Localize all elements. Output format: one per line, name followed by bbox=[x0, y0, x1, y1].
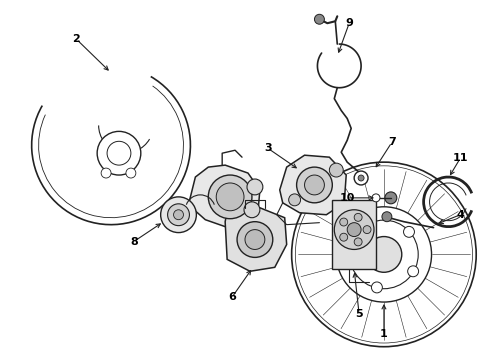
Circle shape bbox=[244, 202, 260, 218]
Polygon shape bbox=[225, 208, 287, 271]
Polygon shape bbox=[189, 165, 260, 227]
Circle shape bbox=[358, 175, 364, 181]
Circle shape bbox=[305, 175, 324, 195]
Circle shape bbox=[385, 192, 397, 204]
Circle shape bbox=[350, 220, 418, 289]
FancyBboxPatch shape bbox=[332, 200, 376, 269]
Circle shape bbox=[315, 14, 324, 24]
Circle shape bbox=[101, 168, 111, 178]
Circle shape bbox=[245, 230, 265, 249]
Text: 1: 1 bbox=[380, 329, 388, 339]
Text: 10: 10 bbox=[340, 193, 355, 203]
Circle shape bbox=[408, 266, 418, 277]
Circle shape bbox=[354, 238, 362, 246]
Circle shape bbox=[289, 194, 300, 206]
Circle shape bbox=[334, 210, 374, 249]
Circle shape bbox=[347, 223, 361, 237]
Circle shape bbox=[371, 282, 382, 293]
Circle shape bbox=[340, 233, 348, 241]
Text: 8: 8 bbox=[130, 237, 138, 247]
Circle shape bbox=[161, 197, 196, 233]
Circle shape bbox=[345, 252, 356, 264]
Circle shape bbox=[404, 226, 415, 237]
Circle shape bbox=[168, 204, 190, 226]
Circle shape bbox=[365, 218, 376, 229]
Circle shape bbox=[247, 179, 263, 195]
Circle shape bbox=[354, 171, 368, 185]
Text: 2: 2 bbox=[73, 34, 80, 44]
Circle shape bbox=[382, 212, 392, 222]
Circle shape bbox=[97, 131, 141, 175]
Text: 3: 3 bbox=[264, 143, 271, 153]
Circle shape bbox=[216, 183, 244, 211]
Circle shape bbox=[126, 168, 136, 178]
Text: 6: 6 bbox=[228, 292, 236, 302]
Text: 11: 11 bbox=[453, 153, 468, 163]
Text: 5: 5 bbox=[355, 309, 363, 319]
Circle shape bbox=[296, 167, 332, 203]
Circle shape bbox=[366, 237, 402, 272]
Circle shape bbox=[363, 226, 371, 234]
Circle shape bbox=[107, 141, 131, 165]
Circle shape bbox=[208, 175, 252, 219]
Circle shape bbox=[237, 222, 273, 257]
Circle shape bbox=[173, 210, 183, 220]
Circle shape bbox=[329, 163, 343, 177]
Circle shape bbox=[336, 207, 432, 302]
Text: 7: 7 bbox=[388, 137, 396, 147]
Text: 4: 4 bbox=[456, 210, 464, 220]
Text: 9: 9 bbox=[345, 18, 353, 28]
Circle shape bbox=[354, 213, 362, 221]
Circle shape bbox=[340, 218, 348, 226]
Polygon shape bbox=[280, 155, 346, 215]
Circle shape bbox=[372, 194, 380, 202]
